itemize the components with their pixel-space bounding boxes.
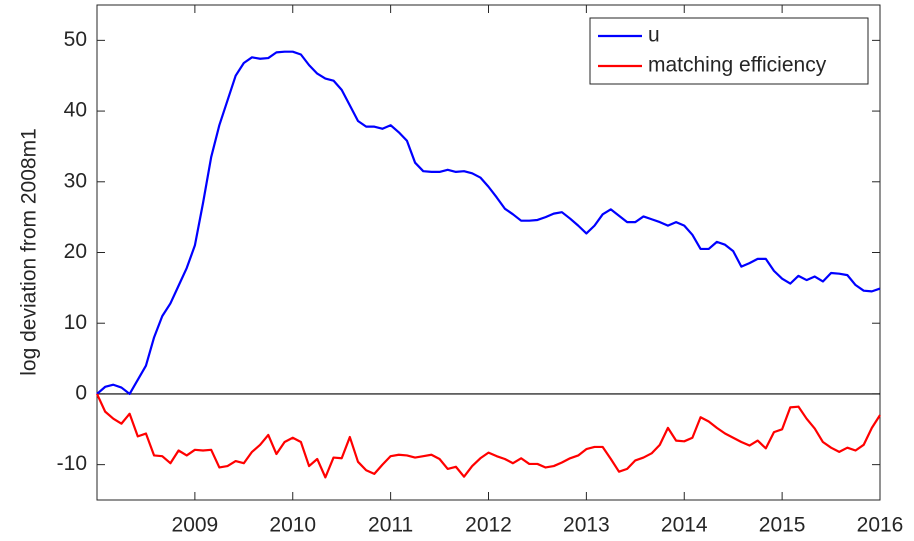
x-tick-label: 2015	[759, 514, 806, 537]
y-tick-label: -10	[57, 452, 87, 475]
x-tick-label: 2012	[465, 514, 512, 537]
x-tick-label: 2010	[269, 514, 316, 537]
y-tick-label: 30	[64, 169, 87, 192]
legend-label: matching efficiency	[648, 54, 827, 77]
legend-label: u	[648, 24, 660, 47]
y-tick-label: 0	[75, 381, 87, 404]
plot-area	[96, 4, 881, 501]
x-tick-label: 2013	[563, 514, 610, 537]
x-tick-label: 2014	[661, 514, 708, 537]
series-line	[96, 393, 881, 479]
y-tick-label: 50	[64, 28, 87, 51]
y-axis-label: log deviation from 2008m1	[18, 128, 41, 375]
series-line	[96, 50, 881, 396]
y-tick-label: 10	[64, 311, 87, 334]
x-tick-label: 2009	[172, 514, 219, 537]
legend-box	[589, 17, 869, 85]
y-tick-label: 20	[64, 240, 87, 263]
x-tick-label: 2011	[368, 514, 413, 537]
x-tick-label: 2016	[857, 514, 904, 537]
y-tick-label: 40	[64, 99, 87, 122]
